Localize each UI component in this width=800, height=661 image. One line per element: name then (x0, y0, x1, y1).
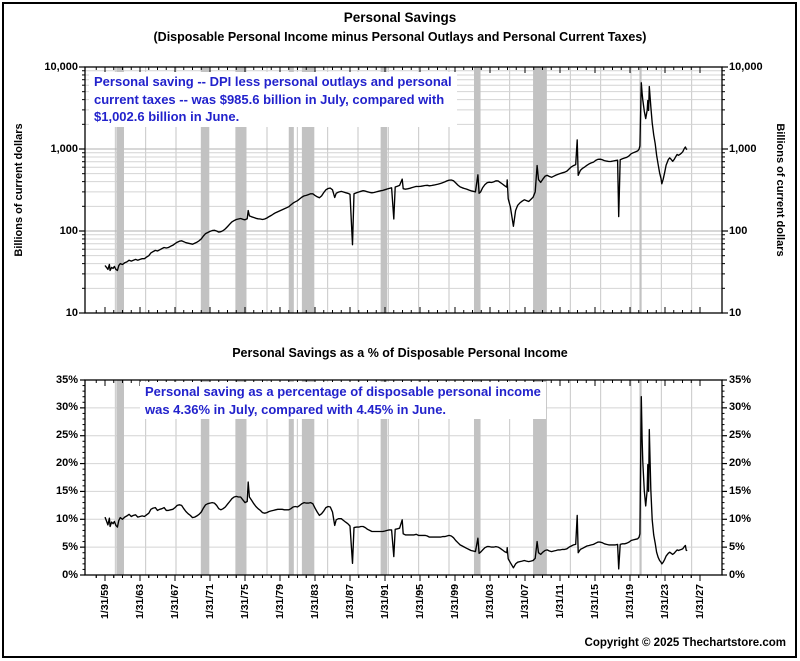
x-tick-label: 1/31/15 (589, 584, 601, 620)
plot-border (84, 379, 723, 576)
x-tick-label: 1/31/79 (274, 584, 286, 620)
data-line-top (104, 82, 688, 272)
recession-band (639, 67, 642, 313)
recession-band (288, 380, 294, 575)
copyright-text: Copyright © 2025 Thechartstore.com (584, 637, 786, 649)
y-tick-label-left: 10% (55, 512, 78, 525)
bottom-chart-annotation: Personal saving as a percentage of dispo… (140, 382, 546, 419)
y-tick-label-left: 0% (62, 568, 78, 581)
recession-band (301, 67, 315, 313)
x-tick-label: 1/31/87 (344, 584, 356, 620)
bottom-chart-title: Personal Savings as a % of Disposable Pe… (232, 346, 568, 360)
x-tick-label: 1/31/19 (624, 584, 636, 620)
x-tick-label: 1/31/63 (134, 584, 146, 620)
y-tick-label-left: 10 (65, 306, 78, 319)
x-tick-label: 1/31/95 (414, 584, 426, 620)
y-tick-label-left: 15% (55, 484, 78, 497)
recession-band (116, 380, 124, 575)
plot-border (84, 66, 723, 314)
recession-band (533, 67, 547, 313)
x-tick-label: 1/31/11 (554, 584, 566, 619)
x-tick-label: 1/31/27 (694, 584, 706, 620)
recession-band (380, 380, 388, 575)
y-tick-label-left: 100 (59, 224, 78, 237)
y-tick-label-right: 10,000 (729, 60, 763, 73)
top-chart-annotation: Personal saving -- DPI less personal out… (89, 72, 457, 127)
recession-band (235, 380, 247, 575)
y-tick-label-right: 30% (729, 401, 752, 414)
recession-band (116, 67, 124, 313)
recession-band (533, 380, 547, 575)
x-tick-label: 1/31/23 (659, 584, 671, 620)
y-tick-label-right: 0% (729, 568, 745, 581)
top-chart-left-axis-title: Billions of current dollars (13, 123, 25, 257)
recession-band (200, 67, 210, 313)
y-tick-label-left: 5% (62, 540, 78, 553)
x-tick-label: 1/31/71 (204, 584, 216, 620)
y-tick-label-right: 35% (729, 373, 752, 386)
recession-band (200, 380, 210, 575)
y-tick-label-right: 15% (729, 484, 752, 497)
y-tick-label-right: 5% (729, 540, 745, 553)
y-tick-label-left: 35% (55, 373, 78, 386)
y-tick-label-right: 10 (729, 306, 742, 319)
x-tick-label: 1/31/99 (449, 584, 461, 620)
x-tick-label: 1/31/91 (379, 584, 391, 620)
y-tick-label-right: 20% (729, 457, 752, 470)
recession-band (473, 380, 481, 575)
x-tick-label: 1/31/07 (519, 584, 531, 620)
y-tick-label-left: 20% (55, 457, 78, 470)
recession-band (288, 67, 294, 313)
y-tick-label-right: 10% (729, 512, 752, 525)
x-tick-label: 1/31/03 (484, 584, 496, 620)
y-tick-label-left: 30% (55, 401, 78, 414)
recession-band (473, 67, 481, 313)
top-chart-subtitle: (Disposable Personal Income minus Person… (153, 30, 647, 44)
x-tick-label: 1/31/59 (99, 584, 111, 620)
x-tick-label: 1/31/83 (309, 584, 321, 620)
y-tick-label-right: 25% (729, 429, 752, 442)
recession-band (235, 67, 247, 313)
x-tick-label: 1/31/75 (239, 584, 251, 620)
plot-bot (80, 379, 727, 581)
recession-band (301, 380, 315, 575)
y-tick-label-left: 1,000 (50, 142, 78, 155)
y-tick-label-right: 100 (729, 224, 748, 237)
y-tick-label-right: 1,000 (729, 142, 757, 155)
top-chart-title: Personal Savings (343, 10, 457, 25)
y-tick-label-left: 10,000 (44, 60, 78, 73)
x-tick-label: 1/31/67 (169, 584, 181, 620)
y-tick-label-left: 25% (55, 429, 78, 442)
data-line-bot (104, 396, 688, 570)
